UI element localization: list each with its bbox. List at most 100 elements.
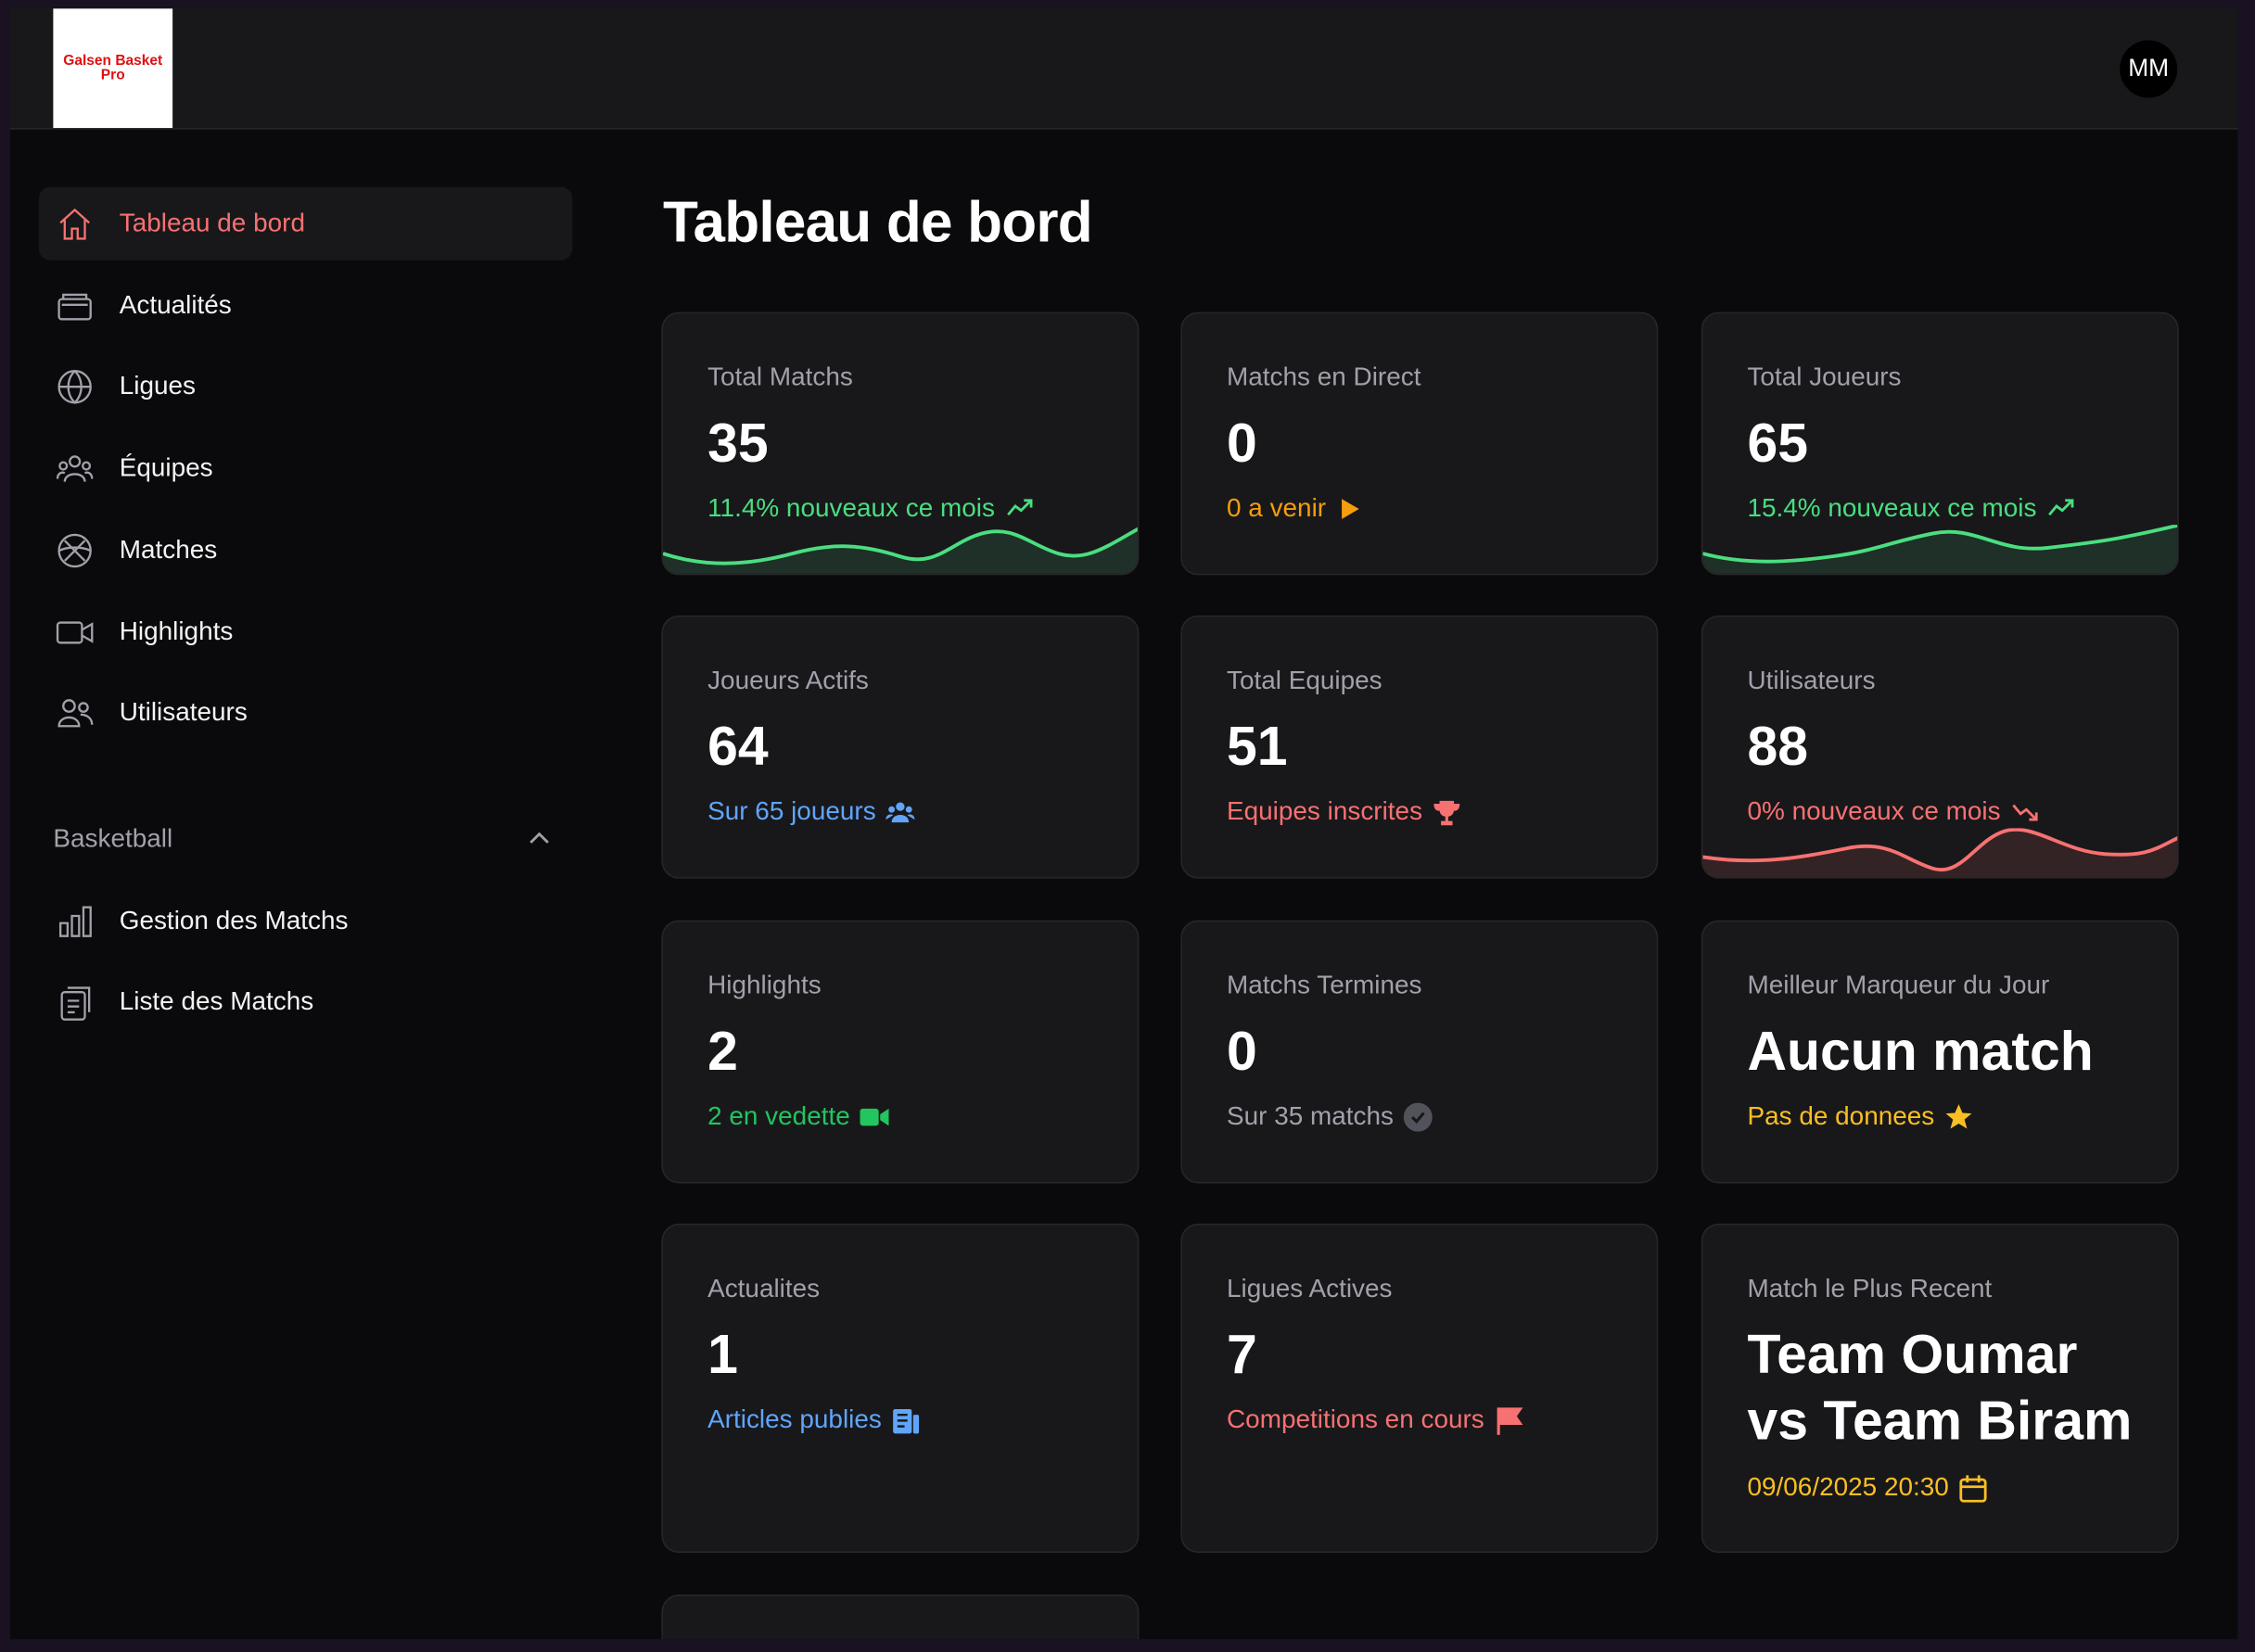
note-text: Equipes inscrites (1227, 796, 1423, 826)
note-text: Competitions en cours (1227, 1404, 1484, 1434)
avatar[interactable]: MM (2120, 40, 2178, 98)
note-icon (1006, 498, 1033, 515)
note-text: Sur 65 joueurs (707, 796, 876, 826)
stat-card[interactable]: Utilisateurs 88 0% nouveaux ce mois (1701, 615, 2179, 879)
card-label: Matchs Termines (1227, 970, 1422, 999)
note-icon (860, 1108, 889, 1125)
card-note: Sur 65 joueurs (707, 796, 915, 827)
nav-icon (56, 620, 94, 643)
nav-icon (58, 905, 92, 937)
card-label: Joueurs Actifs (707, 666, 869, 695)
card-note: Articles publies (707, 1404, 921, 1435)
nav-item[interactable]: Gestion des Matchs (39, 884, 572, 958)
nav-icon (60, 985, 91, 1021)
note-icon (2048, 498, 2074, 515)
stat-card[interactable]: Joueurs Actifs 64 Sur 65 joueurs (661, 615, 1140, 879)
nav-label: Liste des Matchs (119, 985, 314, 1016)
nav-icon (57, 533, 92, 567)
nav-item[interactable]: Tableau de bord (38, 186, 573, 261)
note-text: Sur 35 matchs (1227, 1101, 1395, 1131)
note-icon (1959, 1474, 1987, 1502)
stat-card[interactable]: Meilleur Marqueur du Jour Aucun match Pas … (1701, 920, 2179, 1184)
card-note: Pas de donnees (1747, 1101, 1973, 1132)
card-value: 51 (1227, 717, 1288, 779)
card-note: Competitions en cours (1227, 1404, 1523, 1435)
note-text: 15.4% nouveaux ce mois (1747, 492, 2037, 523)
nav-label: Ligues (119, 371, 197, 400)
nav-label: Actualités (119, 290, 232, 320)
chart-card (661, 1595, 1140, 1640)
card-note: 09/06/2025 20:30 (1747, 1472, 1987, 1503)
note-text: 2 en vedette (707, 1101, 850, 1131)
nav-item[interactable]: Highlights (39, 595, 572, 668)
header: Galsen Basket Pro MM (9, 6, 2238, 130)
page-title: Tableau de bord (663, 191, 1093, 255)
nav-icon (57, 369, 92, 404)
nav-label: Matches (119, 534, 218, 564)
card-label: Total Joueurs (1747, 362, 1902, 391)
card-label: Ligues Actives (1227, 1274, 1393, 1303)
nav-icon (57, 698, 94, 727)
stat-card[interactable]: Actualites 1 Articles publies (661, 1223, 1140, 1554)
card-label: Total Equipes (1227, 666, 1382, 695)
note-text: 0% nouveaux ce mois (1747, 796, 2001, 826)
nav-label: Équipes (119, 452, 213, 482)
stat-card[interactable]: Highlights 2 2 en vedette (661, 920, 1140, 1184)
nav-icon (59, 208, 90, 239)
note-icon (1945, 1103, 1972, 1128)
section-title[interactable]: Basketball (53, 823, 173, 853)
stat-card[interactable]: Match le Plus Recent Team Oumar vs Team B… (1701, 1223, 2179, 1554)
nav-item[interactable]: Utilisateurs (39, 676, 572, 749)
chevron[interactable] (528, 830, 551, 847)
app: Galsen Basket Pro MM Tableau de bord Actu… (9, 6, 2238, 1640)
note-icon (885, 801, 915, 822)
card-note: 15.4% nouveaux ce mois (1747, 493, 2075, 524)
logo[interactable]: Galsen Basket Pro (53, 8, 173, 129)
nav-label: Highlights (119, 616, 234, 646)
sparkline (663, 527, 1138, 574)
note-icon (2012, 803, 2038, 820)
card-value: 64 (707, 717, 769, 779)
card-value: 0 (1227, 1022, 1257, 1083)
stat-card[interactable]: Total Joueurs 65 15.4% nouveaux ce mois (1701, 311, 2179, 576)
card-label: Utilisateurs (1747, 666, 1876, 695)
stat-card[interactable]: Ligues Actives 7 Competitions en cours (1180, 1223, 1659, 1554)
card-value: 0 (1227, 413, 1257, 475)
card-note: 2 en vedette (707, 1101, 889, 1132)
stat-card[interactable]: Total Equipes 51 Equipes inscrites (1180, 615, 1659, 879)
nav-icon (56, 454, 94, 482)
card-value: Team Oumar vs Team Biram (1747, 1326, 2133, 1453)
card-note: Sur 35 matchs (1227, 1101, 1433, 1132)
card-value: Aucun match (1747, 1022, 2094, 1083)
card-label: Meilleur Marqueur du Jour (1747, 970, 2050, 999)
nav-icon (57, 293, 92, 320)
nav-item[interactable]: Actualités (39, 269, 572, 342)
nav-item[interactable]: Équipes (39, 431, 572, 504)
note-icon (1433, 800, 1460, 825)
card-value: 2 (707, 1022, 738, 1083)
card-label: Match le Plus Recent (1747, 1274, 1993, 1303)
card-value: 1 (707, 1326, 738, 1387)
nav-item[interactable]: Liste des Matchs (39, 965, 572, 1038)
nav-label: Gestion des Matchs (119, 906, 349, 935)
sparkline (1702, 828, 2178, 878)
note-text: 0 a venir (1227, 492, 1327, 523)
card-note: 0 a venir (1227, 493, 1365, 524)
card-note: 0% nouveaux ce mois (1747, 796, 2039, 827)
note-text: Pas de donnees (1747, 1101, 1935, 1131)
note-text: 11.4% nouveaux ce mois (707, 492, 995, 523)
stat-card[interactable]: Total Matchs 35 11.4% nouveaux ce mois (661, 311, 1140, 576)
card-value: 35 (707, 413, 769, 475)
note-icon (1342, 498, 1359, 519)
nav-item[interactable]: Ligues (39, 349, 572, 423)
card-label: Actualites (707, 1274, 821, 1303)
stat-card[interactable]: Matchs Termines 0 Sur 35 matchs (1180, 920, 1659, 1184)
note-icon (1403, 1101, 1433, 1131)
nav-label: Tableau de bord (119, 208, 305, 237)
stat-card[interactable]: Matchs en Direct 0 0 a venir (1180, 311, 1659, 576)
nav-label: Utilisateurs (119, 697, 248, 727)
card-label: Total Matchs (707, 362, 853, 391)
card-value: 65 (1747, 413, 1809, 475)
nav-item[interactable]: Matches (39, 514, 572, 587)
